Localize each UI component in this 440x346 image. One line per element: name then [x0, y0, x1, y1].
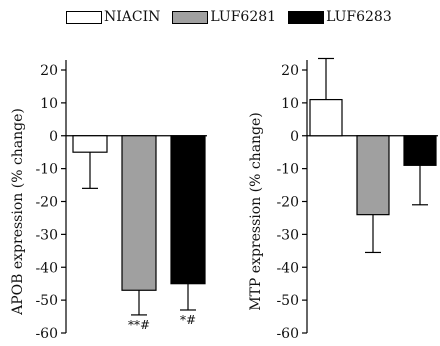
panel2-ytick-label-2: 0 [290, 129, 299, 145]
panel1-ytick-label-1: 10 [40, 96, 58, 112]
panel2-ytick-label-0: 20 [281, 63, 299, 79]
panel1-annotation-luf6281: **# [128, 318, 150, 332]
panel2-bar-niacin [309, 98, 343, 137]
panel2-ytick-label-4: -20 [276, 195, 299, 211]
panel1-bar-luf6281 [121, 135, 157, 291]
panel2-ytick-label-5: -30 [276, 227, 299, 243]
legend-item-niacin: NIACIN [66, 9, 160, 25]
panel1-ytick-label-4: -20 [35, 195, 58, 211]
panel2-ytick-label-3: -10 [276, 162, 299, 178]
panel1-annotation-luf6283: *# [180, 313, 196, 327]
panel2-bar-luf6283 [403, 135, 437, 166]
panel1-bar-luf6283 [170, 135, 206, 285]
legend: NIACIN LUF6281 LUF6283 [66, 6, 404, 28]
panel1-ylabel: APOB expression (% change) [10, 108, 26, 316]
legend-label-niacin: NIACIN [104, 9, 161, 25]
panel1-ytick-label-5: -30 [35, 227, 58, 243]
panel1-ytick-label-0: 20 [40, 63, 58, 79]
panel1-ytick-label-8: -60 [35, 326, 58, 342]
panel2-ytick-label-8: -60 [276, 326, 299, 342]
panel2-ytick-label-7: -50 [276, 293, 299, 309]
panel1-ytick-label-2: 0 [49, 129, 58, 145]
panel1-ytick-label-6: -40 [35, 260, 58, 276]
panel2-ytick-label-1: 10 [281, 96, 299, 112]
panel2-bar-luf6281 [356, 135, 390, 216]
legend-swatch-niacin [66, 10, 102, 24]
legend-label-luf6283: LUF6283 [326, 9, 392, 25]
panel2-ytick-label-6: -40 [276, 260, 299, 276]
panel1-ytick-label-7: -50 [35, 293, 58, 309]
legend-swatch-luf6281 [172, 10, 209, 24]
legend-label-luf6281: LUF6281 [210, 9, 277, 25]
panel1-ytick-label-3: -10 [35, 162, 58, 178]
panel1-bar-niacin [72, 135, 108, 153]
legend-swatch-luf6283 [288, 10, 325, 24]
panel2-ylabel: MTP expression (% change) [248, 112, 264, 311]
legend-item-luf6281: LUF6281 [172, 9, 276, 25]
legend-item-luf6283: LUF6283 [288, 9, 392, 25]
